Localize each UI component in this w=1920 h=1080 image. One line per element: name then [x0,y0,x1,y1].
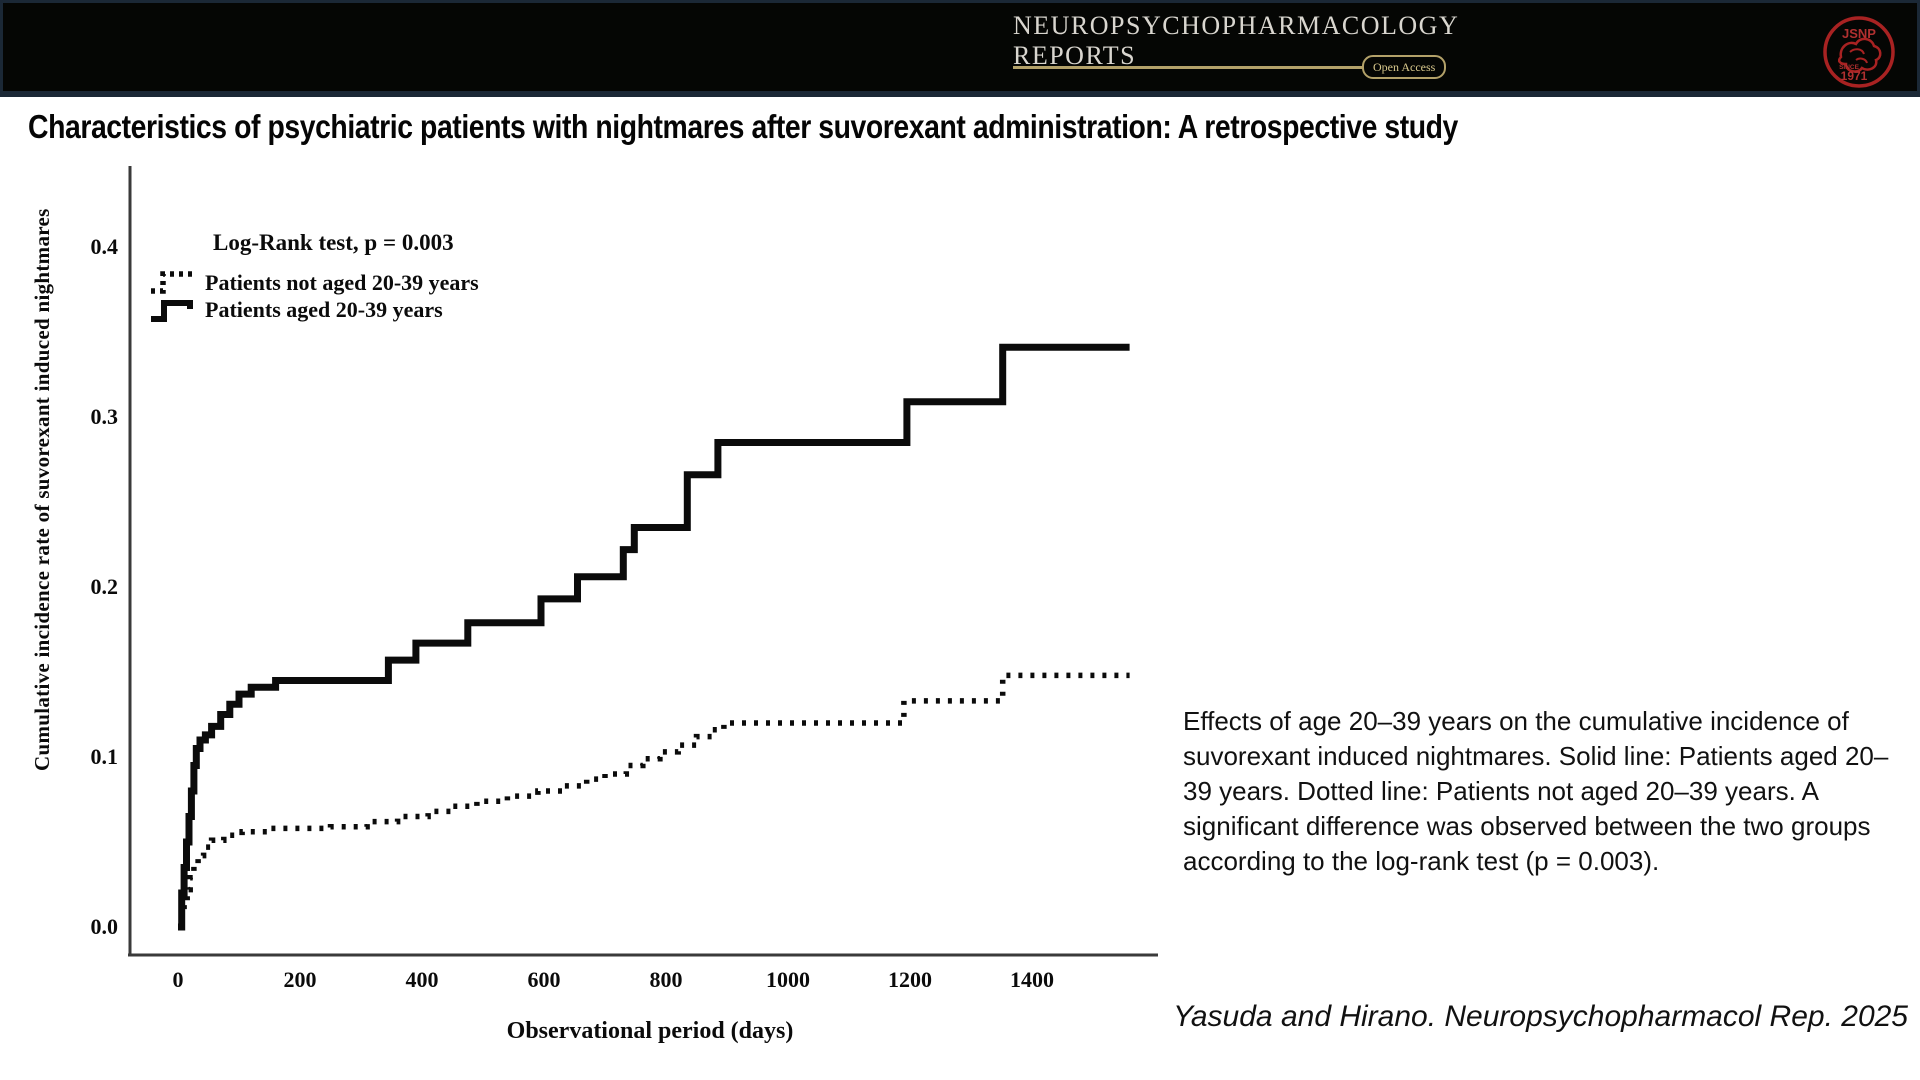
dotted-line-legend-key-icon [151,271,194,294]
journal-name-line1: NEUROPSYCHOPHARMACOLOGY [1013,11,1460,40]
journal-header-bar: NEUROPSYCHOPHARMACOLOGY REPORTS Open Acc… [0,0,1920,97]
jsnp-logo-acronym: JSNP [1842,26,1876,41]
legend-label-not-aged: Patients not aged 20-39 years [205,270,479,295]
x-axis-title: Observational period (days) [506,1018,794,1044]
y-tick-label: 0.3 [90,404,119,429]
article-citation: Yasuda and Hirano. Neuropsychopharmacol … [1173,1000,1908,1033]
x-tick-label: 0 [172,967,184,992]
solid-line-legend-key-icon [151,300,193,322]
journal-name: NEUROPSYCHOPHARMACOLOGY REPORTS [1013,11,1459,71]
x-tick-label: 200 [283,967,317,992]
x-tick-label: 1200 [888,967,932,992]
series-aged-20-39-solid-line [178,343,1130,931]
gold-rule-divider [1013,66,1365,69]
y-tick-label: 0.0 [90,914,119,939]
jsnp-logo-since: SINCE [1839,64,1860,71]
open-access-badge: Open Access [1362,55,1447,79]
km-curve-plot [128,166,1158,957]
brain-outline-icon [1837,37,1882,73]
x-tick-label: 1000 [766,967,810,992]
journal-name-line2: REPORTS [1013,41,1137,70]
x-tick-label: 600 [527,967,561,992]
jsnp-logo-year: 1971 [1841,69,1868,83]
x-tick-label: 1400 [1010,967,1054,992]
journal-header-inner: NEUROPSYCHOPHARMACOLOGY REPORTS Open Acc… [3,3,1917,91]
y-tick-label: 0.2 [90,574,119,599]
y-tick-label: 0.1 [90,744,119,769]
figure-caption: Effects of age 20–39 years on the cumula… [1183,706,1889,876]
x-tick-label: 800 [649,967,683,992]
y-tick-label: 0.4 [90,234,119,259]
legend-label-aged: Patients aged 20-39 years [205,297,443,322]
article-title: Characteristics of psychiatric patients … [28,108,1458,145]
x-tick-label: 400 [405,967,439,992]
series-not-aged-20-39-dotted-line [178,672,1130,930]
jsnp-society-logo-icon: JSNP SINCE 1971 [1823,16,1895,88]
log-rank-annotation: Log-Rank test, p = 0.003 [213,230,454,255]
brain-fold-lines [1849,48,1868,64]
y-axis-title: Cumulative incidence rate of suvorexant … [30,208,54,772]
